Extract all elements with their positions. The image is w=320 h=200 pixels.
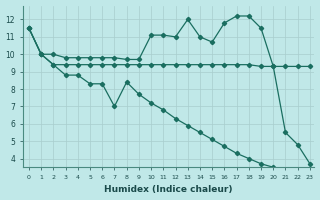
X-axis label: Humidex (Indice chaleur): Humidex (Indice chaleur) — [104, 185, 232, 194]
